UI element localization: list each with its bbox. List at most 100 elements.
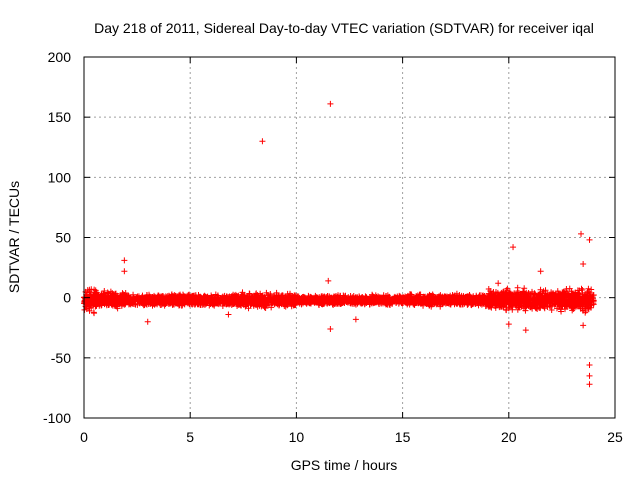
data-point: [347, 292, 354, 299]
data-point: [400, 299, 407, 306]
data-point: [541, 303, 548, 310]
data-point: [395, 300, 402, 307]
data-point: [273, 300, 280, 307]
y-axis-label: SDTVAR / TECUs: [6, 181, 22, 293]
data-point: [356, 298, 363, 305]
data-point: [422, 296, 429, 303]
data-point: [587, 290, 594, 297]
data-point: [478, 301, 485, 308]
data-point: [324, 292, 331, 299]
data-point: [260, 296, 267, 303]
data-point: [377, 297, 384, 304]
data-point: [315, 301, 322, 308]
data-point: [107, 288, 114, 295]
data-point: [579, 307, 586, 314]
data-point: [166, 300, 173, 307]
data-point: [485, 300, 492, 307]
data-point: [208, 295, 215, 302]
data-point: [531, 296, 538, 303]
data-point: [572, 299, 579, 306]
data-point: [437, 292, 444, 299]
data-point: [188, 295, 195, 302]
data-point: [478, 295, 485, 302]
data-point: [360, 295, 367, 302]
data-point: [228, 293, 235, 300]
data-point: [492, 291, 499, 298]
data-point: [138, 296, 145, 303]
data-point: [586, 381, 593, 388]
data-point: [513, 297, 520, 304]
x-tick-label: 20: [501, 429, 517, 445]
data-point: [292, 294, 299, 301]
data-point: [139, 292, 146, 299]
data-point: [337, 292, 344, 299]
data-point: [135, 295, 142, 302]
data-point: [341, 298, 348, 305]
x-tick-label: 10: [289, 429, 305, 445]
x-axis-label: GPS time / hours: [291, 457, 398, 473]
data-point: [180, 295, 187, 302]
data-point: [166, 299, 173, 306]
data-point: [428, 297, 435, 304]
data-point: [485, 290, 492, 297]
data-point: [212, 291, 219, 298]
data-point: [318, 296, 325, 303]
data-point: [267, 292, 274, 299]
data-point: [527, 301, 534, 308]
data-point: [325, 277, 332, 284]
data-point: [237, 302, 244, 309]
data-point: [519, 288, 526, 295]
data-point: [522, 327, 529, 334]
data-point: [195, 292, 202, 299]
data-point: [121, 299, 128, 306]
data-point: [369, 298, 376, 305]
data-point: [406, 297, 413, 304]
data-point: [511, 290, 518, 297]
data-point: [457, 301, 464, 308]
data-point: [457, 294, 464, 301]
data-point: [298, 295, 305, 302]
data-point: [347, 299, 354, 306]
data-point: [585, 285, 592, 292]
data-point: [456, 300, 463, 307]
data-point: [98, 291, 105, 298]
data-point: [125, 294, 132, 301]
data-point: [586, 362, 593, 369]
data-point: [575, 290, 582, 297]
data-point: [445, 294, 452, 301]
data-point: [410, 300, 417, 307]
data-point: [408, 291, 415, 298]
data-point: [434, 299, 441, 306]
data-point: [92, 287, 99, 294]
data-point: [586, 236, 593, 243]
data-point: [132, 301, 139, 308]
data-point: [168, 295, 175, 302]
y-tick-label: -100: [43, 410, 71, 426]
data-point: [88, 297, 95, 304]
data-point: [121, 268, 128, 275]
data-point: [350, 300, 357, 307]
data-point: [502, 294, 509, 301]
data-point: [101, 288, 108, 295]
data-point: [266, 296, 273, 303]
data-point: [472, 301, 479, 308]
data-point: [514, 293, 521, 300]
data-point: [279, 294, 286, 301]
data-point: [499, 297, 506, 304]
data-point: [254, 303, 261, 310]
data-point: [176, 294, 183, 301]
data-point: [431, 300, 438, 307]
data-point: [352, 316, 359, 323]
data-point: [521, 291, 528, 298]
data-point: [107, 295, 114, 302]
data-point: [90, 309, 97, 316]
axis-ticks: 0 5 10 15 20 25 -100 -50 0 50 100 150 200: [43, 49, 623, 445]
data-point: [578, 230, 585, 237]
data-point: [551, 292, 558, 299]
data-point: [248, 299, 255, 306]
data-point: [574, 295, 581, 302]
data-point: [532, 291, 539, 298]
data-point: [537, 268, 544, 275]
data-point: [88, 286, 95, 293]
data-point: [563, 287, 570, 294]
